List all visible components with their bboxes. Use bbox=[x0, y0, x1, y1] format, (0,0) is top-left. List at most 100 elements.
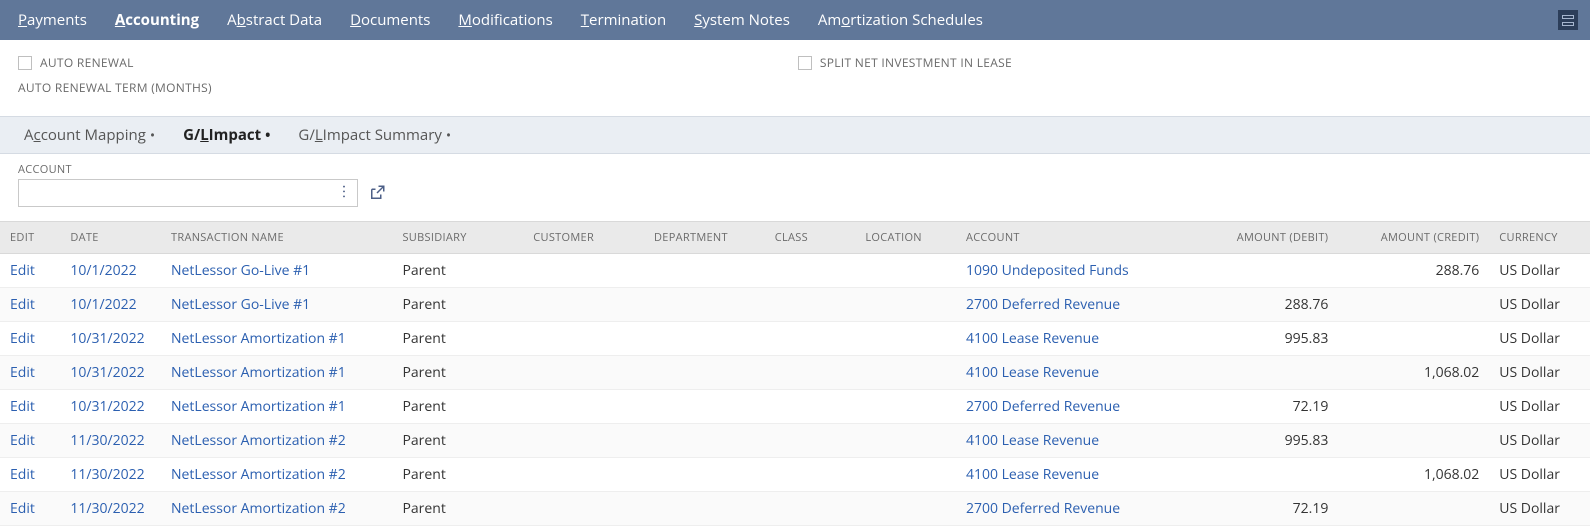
tab-amortization-schedules[interactable]: Amortization Schedules bbox=[818, 10, 983, 30]
customer-cell bbox=[523, 288, 644, 322]
tab-system-notes[interactable]: System Notes bbox=[694, 10, 790, 30]
edit-link[interactable]: Edit bbox=[10, 465, 35, 484]
table-row: Edit 11/30/2022 NetLessor Amortization #2 P… bbox=[0, 458, 1590, 492]
transaction-cell: NetLessor Amortization #1 bbox=[161, 356, 392, 390]
col-credit[interactable]: AMOUNT (CREDIT) bbox=[1338, 222, 1489, 254]
table-row: Edit11/30/2022NetLessor Amortization #2P… bbox=[0, 492, 1590, 526]
account-filter-input[interactable]: ︙ bbox=[18, 179, 358, 207]
currency-cell: US Dollar bbox=[1489, 390, 1590, 424]
chevron-double-down-icon[interactable]: ︙ bbox=[337, 188, 351, 198]
tab-payments[interactable]: Payments bbox=[18, 10, 87, 30]
account-link[interactable]: 4100 Lease Revenue bbox=[966, 329, 1099, 348]
department-cell bbox=[644, 458, 765, 492]
location-cell bbox=[855, 322, 956, 356]
edit-cell: Edit bbox=[0, 288, 60, 322]
col-debit[interactable]: AMOUNT (DEBIT) bbox=[1187, 222, 1338, 254]
date-link[interactable]: 10/31/2022 bbox=[70, 363, 144, 382]
account-cell: 4100 Lease Revenue bbox=[956, 458, 1187, 492]
account-link[interactable]: 1090 Undeposited Funds bbox=[966, 261, 1129, 280]
col-location[interactable]: LOCATION bbox=[855, 222, 956, 254]
department-cell bbox=[644, 424, 765, 458]
edit-link[interactable]: Edit bbox=[10, 261, 35, 280]
tab-accounting[interactable]: Accounting bbox=[115, 10, 199, 30]
edit-link[interactable]: Edit bbox=[10, 329, 35, 348]
main-tabs-bar: Payments Accounting Abstract Data Documents… bbox=[0, 0, 1590, 40]
col-trans[interactable]: TRANSACTION NAME bbox=[161, 222, 392, 254]
auto-renewal-checkbox[interactable] bbox=[18, 56, 32, 70]
expand-panel-icon[interactable] bbox=[1558, 10, 1578, 30]
transaction-link[interactable]: NetLessor Amortization #2 bbox=[171, 499, 346, 518]
subsidiary-cell: Parent bbox=[392, 458, 523, 492]
department-cell bbox=[644, 492, 765, 526]
account-link[interactable]: 4100 Lease Revenue bbox=[966, 465, 1099, 484]
tab-documents[interactable]: Documents bbox=[350, 10, 430, 30]
account-link[interactable]: 4100 Lease Revenue bbox=[966, 431, 1099, 450]
currency-cell: US Dollar bbox=[1489, 424, 1590, 458]
subtab-account-mapping[interactable]: Account Mapping• bbox=[10, 117, 169, 153]
class-cell bbox=[765, 390, 856, 424]
currency-cell: US Dollar bbox=[1489, 356, 1590, 390]
date-cell: 11/30/2022 bbox=[60, 458, 161, 492]
transaction-link[interactable]: NetLessor Amortization #2 bbox=[171, 465, 346, 484]
transaction-link[interactable]: NetLessor Go-Live #1 bbox=[171, 261, 310, 280]
gl-impact-table: EDITDATETRANSACTION NAMESUBSIDIARYCUSTOM… bbox=[0, 221, 1590, 526]
table-row: Edit10/1/2022NetLessor Go-Live #1Parent1… bbox=[0, 254, 1590, 288]
date-cell: 11/30/2022 bbox=[60, 492, 161, 526]
edit-link[interactable]: Edit bbox=[10, 295, 35, 314]
customer-cell bbox=[523, 322, 644, 356]
date-link[interactable]: 10/1/2022 bbox=[70, 261, 136, 280]
tab-modifications[interactable]: Modifications bbox=[458, 10, 552, 30]
account-link[interactable]: 2700 Deferred Revenue bbox=[966, 397, 1120, 416]
date-link[interactable]: 10/31/2022 bbox=[70, 397, 144, 416]
location-cell bbox=[855, 288, 956, 322]
subtab-g-l-impact-summary[interactable]: G/L Impact Summary• bbox=[284, 117, 465, 153]
class-cell bbox=[765, 288, 856, 322]
currency-cell: US Dollar bbox=[1489, 458, 1590, 492]
col-class[interactable]: CLASS bbox=[765, 222, 856, 254]
sub-tabs-bar: Account Mapping•G/L Impact•G/L Impact Su… bbox=[0, 116, 1590, 154]
edit-link[interactable]: Edit bbox=[10, 431, 35, 450]
col-date[interactable]: DATE bbox=[60, 222, 161, 254]
edit-link[interactable]: Edit bbox=[10, 499, 35, 518]
account-link[interactable]: 2700 Deferred Revenue bbox=[966, 295, 1120, 314]
open-external-icon[interactable] bbox=[368, 184, 386, 202]
col-account[interactable]: ACCOUNT bbox=[956, 222, 1187, 254]
date-link[interactable]: 10/31/2022 bbox=[70, 329, 144, 348]
table-body: Edit 10/1/2022 NetLessor Go-Live #1 Parent 1… bbox=[0, 254, 1590, 526]
tab-termination[interactable]: Termination bbox=[581, 10, 666, 30]
col-subsidiary[interactable]: SUBSIDIARY bbox=[392, 222, 523, 254]
date-link[interactable]: 11/30/2022 bbox=[70, 431, 144, 450]
account-cell: 4100 Lease Revenue bbox=[956, 356, 1187, 390]
transaction-link[interactable]: NetLessor Amortization #1 bbox=[171, 329, 346, 348]
options-row: AUTO RENEWAL SPLIT NET INVESTMENT IN LEA… bbox=[0, 40, 1590, 75]
transaction-link[interactable]: NetLessor Amortization #2 bbox=[171, 431, 346, 450]
edit-link[interactable]: Edit bbox=[10, 397, 35, 416]
subtab-g-l-impact[interactable]: G/L Impact• bbox=[169, 117, 284, 153]
debit-cell: 995.83 bbox=[1187, 424, 1338, 458]
date-link[interactable]: 10/1/2022 bbox=[70, 295, 136, 314]
account-cell: 2700 Deferred Revenue bbox=[956, 390, 1187, 424]
edit-link[interactable]: Edit bbox=[10, 363, 35, 382]
split-net-investment-checkbox[interactable] bbox=[798, 56, 812, 70]
transaction-link[interactable]: NetLessor Amortization #1 bbox=[171, 397, 346, 416]
transaction-cell: NetLessor Amortization #2 bbox=[161, 424, 392, 458]
transaction-link[interactable]: NetLessor Go-Live #1 bbox=[171, 295, 310, 314]
date-link[interactable]: 11/30/2022 bbox=[70, 499, 144, 518]
transaction-cell: NetLessor Amortization #2 bbox=[161, 458, 392, 492]
col-customer[interactable]: CUSTOMER bbox=[523, 222, 644, 254]
split-net-investment-option: SPLIT NET INVESTMENT IN LEASE bbox=[798, 54, 1012, 71]
account-link[interactable]: 4100 Lease Revenue bbox=[966, 363, 1099, 382]
debit-cell bbox=[1187, 458, 1338, 492]
col-currency[interactable]: CURRENCY bbox=[1489, 222, 1590, 254]
class-cell bbox=[765, 322, 856, 356]
table-row: Edit10/1/2022NetLessor Go-Live #1Parent2… bbox=[0, 288, 1590, 322]
date-link[interactable]: 11/30/2022 bbox=[70, 465, 144, 484]
col-edit[interactable]: EDIT bbox=[0, 222, 60, 254]
account-link[interactable]: 2700 Deferred Revenue bbox=[966, 499, 1120, 518]
edit-cell: Edit bbox=[0, 322, 60, 356]
table-row: Edit11/30/2022NetLessor Amortization #2P… bbox=[0, 424, 1590, 458]
tab-abstract-data[interactable]: Abstract Data bbox=[227, 10, 322, 30]
col-department[interactable]: DEPARTMENT bbox=[644, 222, 765, 254]
edit-cell: Edit bbox=[0, 390, 60, 424]
transaction-link[interactable]: NetLessor Amortization #1 bbox=[171, 363, 346, 382]
